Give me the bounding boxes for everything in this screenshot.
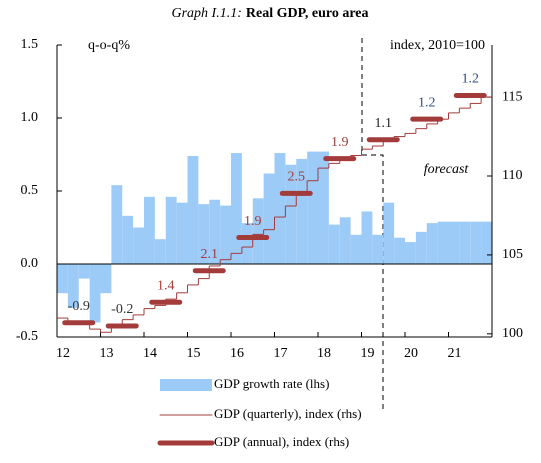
bar bbox=[122, 215, 134, 264]
bar bbox=[470, 221, 482, 264]
legend-label: GDP (quarterly), index (rhs) bbox=[214, 406, 362, 421]
bar bbox=[415, 231, 427, 264]
bar bbox=[339, 217, 351, 264]
bar bbox=[350, 234, 362, 264]
x-tick-label: 13 bbox=[100, 346, 114, 361]
y2-tick-label: 115 bbox=[502, 89, 522, 104]
x-tick-label: 21 bbox=[448, 346, 462, 361]
title-prefix: Graph I.1.1: bbox=[171, 6, 241, 21]
bar bbox=[296, 158, 308, 264]
bar bbox=[198, 204, 210, 264]
bar bbox=[187, 155, 199, 264]
bar bbox=[78, 264, 90, 279]
x-tick-label: 19 bbox=[361, 346, 375, 361]
bar bbox=[154, 239, 166, 264]
bar bbox=[372, 234, 384, 264]
y2-tick-label: 110 bbox=[502, 168, 522, 183]
bar bbox=[307, 151, 318, 264]
y2-tick-label: 100 bbox=[502, 326, 523, 341]
bar bbox=[285, 164, 297, 264]
growth-label: 1.9 bbox=[244, 214, 262, 229]
bar bbox=[220, 205, 231, 264]
bar bbox=[231, 153, 242, 264]
x-tick-label: 15 bbox=[187, 346, 201, 361]
growth-label: 1.9 bbox=[331, 135, 349, 150]
bar bbox=[133, 227, 144, 264]
bar bbox=[165, 196, 177, 264]
bar bbox=[89, 264, 101, 323]
bar bbox=[459, 221, 471, 264]
y2-axis-label: index, 2010=100 bbox=[390, 38, 485, 53]
bar bbox=[426, 223, 438, 264]
y-tick-label: 0.5 bbox=[21, 183, 39, 198]
growth-label: 2.5 bbox=[288, 170, 306, 185]
growth-label: 1.1 bbox=[375, 116, 393, 131]
x-tick-label: 16 bbox=[230, 346, 244, 361]
legend-label: GDP (annual), index (rhs) bbox=[214, 434, 349, 449]
bar bbox=[209, 199, 221, 264]
growth-label: -0.2 bbox=[111, 302, 133, 317]
x-tick-label: 18 bbox=[317, 346, 331, 361]
x-tick-label: 14 bbox=[143, 346, 157, 361]
x-tick-label: 17 bbox=[274, 346, 288, 361]
growth-label: 2.1 bbox=[201, 247, 219, 262]
bar bbox=[274, 153, 286, 264]
bar bbox=[405, 242, 416, 264]
bar bbox=[100, 264, 112, 294]
bar bbox=[318, 151, 329, 264]
y2-tick-label: 105 bbox=[502, 247, 523, 262]
bar bbox=[252, 198, 264, 264]
y-tick-label: -0.5 bbox=[16, 329, 38, 344]
bar bbox=[67, 264, 79, 308]
bar bbox=[241, 223, 253, 264]
bar bbox=[383, 202, 395, 264]
growth-label: 1.2 bbox=[462, 72, 480, 87]
forecast-divider bbox=[361, 38, 384, 410]
forecast-annotation: forecast bbox=[424, 162, 470, 177]
bar bbox=[57, 264, 68, 294]
bar bbox=[481, 221, 492, 264]
bar bbox=[394, 237, 405, 264]
bar bbox=[263, 173, 275, 264]
title-main: Real GDP, euro area bbox=[246, 6, 369, 21]
x-tick-label: 12 bbox=[56, 346, 70, 361]
chart-title: Graph I.1.1: Real GDP, euro area bbox=[171, 6, 368, 21]
bar bbox=[176, 202, 188, 264]
growth-label: 1.4 bbox=[157, 278, 175, 293]
y-tick-label: 1.5 bbox=[21, 37, 39, 52]
y-tick-label: 0.0 bbox=[21, 256, 39, 271]
bar bbox=[448, 221, 460, 264]
bar bbox=[437, 221, 449, 264]
growth-label: -0.9 bbox=[68, 299, 90, 314]
bar bbox=[111, 185, 123, 264]
y-tick-label: 1.0 bbox=[21, 110, 39, 125]
legend-swatch bbox=[160, 379, 212, 391]
bar bbox=[144, 196, 155, 264]
x-tick-label: 20 bbox=[404, 346, 418, 361]
y-axis-label: q-o-q% bbox=[88, 38, 130, 53]
bar bbox=[328, 224, 340, 264]
legend-label: GDP growth rate (lhs) bbox=[214, 376, 329, 391]
bar bbox=[361, 211, 373, 264]
growth-label: 1.2 bbox=[418, 95, 436, 110]
